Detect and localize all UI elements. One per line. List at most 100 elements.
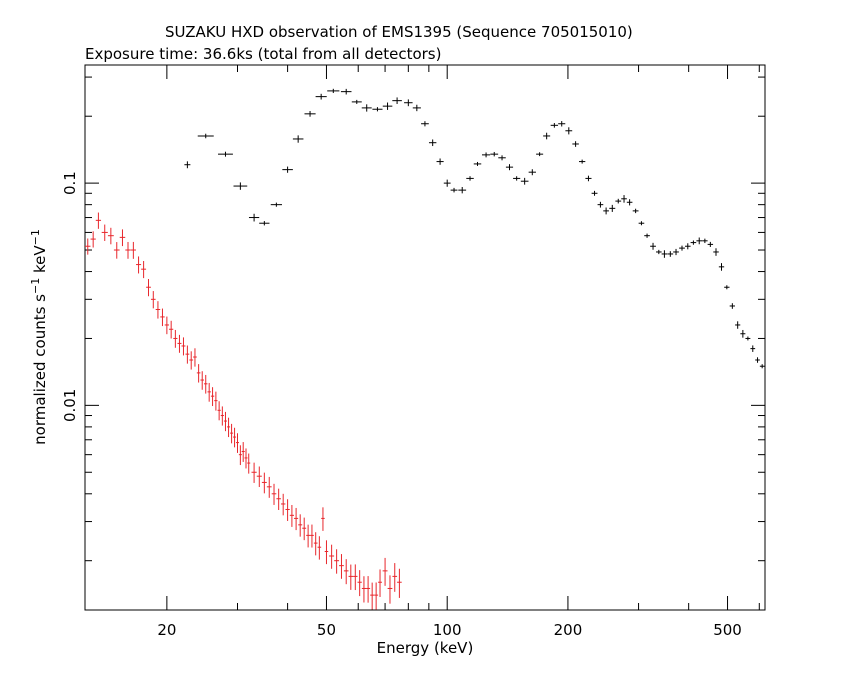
x-tick-label: 500 — [713, 621, 742, 639]
data-point — [755, 357, 760, 362]
data-point — [506, 164, 513, 170]
data-point — [276, 489, 281, 510]
data-point — [341, 89, 352, 95]
data-point — [644, 234, 650, 238]
data-point — [339, 554, 344, 579]
data-point — [221, 406, 224, 425]
plot-frame — [85, 65, 765, 610]
data-point — [621, 195, 627, 203]
data-point — [482, 152, 490, 157]
data-point — [257, 466, 262, 486]
x-tick-label: 20 — [157, 621, 176, 639]
data-point — [572, 141, 579, 147]
data-point — [513, 176, 520, 180]
y-tick-label: 0.1 — [61, 171, 79, 195]
data-point — [334, 549, 339, 573]
data-point — [160, 309, 164, 327]
data-point — [437, 158, 444, 164]
data-point — [388, 575, 393, 603]
data-point — [378, 569, 382, 597]
data-point — [125, 242, 130, 259]
data-point — [458, 187, 466, 193]
data-point — [114, 242, 120, 259]
x-tick-label: 100 — [433, 621, 462, 639]
data-point — [272, 484, 277, 505]
data-point — [362, 576, 366, 602]
data-point — [293, 135, 304, 142]
data-point — [239, 445, 242, 465]
x-tick-label: 50 — [317, 621, 336, 639]
data-point — [708, 242, 713, 247]
data-point — [490, 152, 498, 156]
data-point — [214, 392, 217, 411]
data-point — [565, 127, 572, 134]
data-point — [108, 228, 114, 244]
data-point — [173, 330, 177, 348]
data-points — [85, 89, 764, 610]
data-point — [204, 375, 207, 394]
data-point — [374, 582, 378, 609]
series-0 — [184, 89, 764, 368]
data-point — [244, 448, 247, 468]
data-point — [372, 107, 382, 111]
data-point — [745, 337, 750, 341]
data-point — [466, 176, 473, 180]
data-point — [543, 133, 550, 140]
data-point — [302, 518, 306, 541]
data-point — [673, 249, 679, 255]
data-point — [85, 239, 90, 255]
data-point — [370, 583, 374, 610]
data-point — [200, 371, 204, 390]
data-point — [397, 569, 402, 598]
data-point — [242, 442, 245, 462]
data-point — [639, 221, 645, 225]
data-point — [327, 89, 339, 93]
data-point — [189, 351, 193, 369]
data-point — [247, 454, 250, 474]
data-point — [236, 433, 239, 453]
data-point — [392, 563, 397, 592]
data-point — [165, 317, 169, 335]
data-point — [719, 263, 724, 271]
data-point — [633, 209, 639, 213]
data-point — [685, 243, 691, 249]
data-point — [598, 202, 604, 208]
y-axis-label: normalized counts s−1 keV−1 — [29, 229, 49, 445]
data-point — [667, 251, 673, 257]
data-point — [521, 178, 529, 185]
data-point — [151, 291, 156, 308]
data-point — [102, 225, 108, 241]
data-point — [713, 248, 718, 256]
data-point — [362, 104, 372, 111]
data-point — [585, 176, 591, 182]
data-point — [224, 412, 227, 431]
data-point — [218, 401, 221, 420]
data-point — [344, 559, 349, 584]
x-axis-label: Energy (keV) — [377, 639, 474, 657]
data-point — [306, 525, 310, 548]
data-point — [551, 123, 558, 128]
data-point — [592, 191, 598, 196]
data-point — [353, 564, 357, 590]
data-point — [314, 532, 318, 555]
data-point — [234, 182, 248, 189]
data-point — [696, 238, 702, 245]
data-point — [349, 565, 353, 590]
data-point — [429, 139, 436, 146]
data-point — [282, 167, 293, 173]
data-point — [656, 250, 662, 254]
y-axis-label-main: normalized counts s — [31, 294, 49, 445]
data-point — [184, 161, 190, 168]
data-point — [96, 213, 101, 229]
x-tick-label: 200 — [554, 621, 583, 639]
data-point — [413, 105, 421, 111]
data-point — [267, 477, 272, 498]
data-point — [91, 231, 96, 247]
data-point — [529, 169, 536, 175]
data-point — [474, 162, 481, 166]
data-point — [650, 243, 656, 250]
y-axis-label-mid: keV — [31, 245, 49, 278]
data-point — [146, 279, 151, 296]
data-point — [211, 387, 214, 406]
